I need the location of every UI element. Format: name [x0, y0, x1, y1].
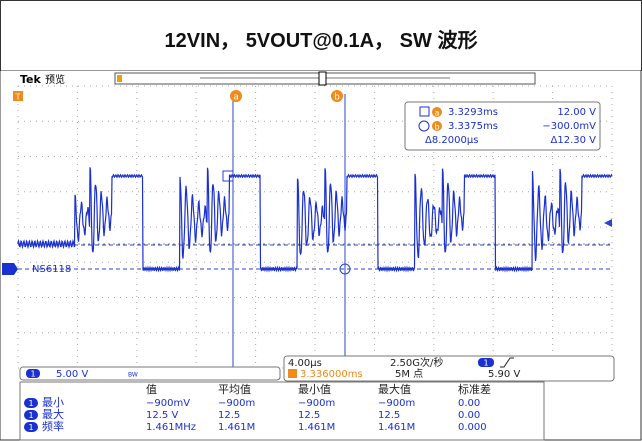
meas-name: 最小	[42, 396, 64, 409]
time-position: 3.336000ms	[300, 369, 363, 380]
icon-b-label: b	[434, 123, 439, 132]
meas-name: 频率	[42, 419, 64, 433]
trig-channel: 1	[483, 359, 488, 368]
readout-rows: 3.3293ms 12.00 V 3.3375ms −300.0mV Δ8.2000µs…	[425, 107, 596, 146]
meas-header: 最大值	[378, 382, 411, 396]
meas-cell: 1.461M	[298, 422, 335, 433]
icon-square	[419, 106, 430, 117]
readout-value: Δ12.30 V	[551, 135, 597, 146]
scope-screen: Tek 预览 T a b NS6118 a b 3.3293ms 12.00 V3…	[0, 70, 642, 441]
meas-cell: 1.461M	[218, 422, 255, 433]
ch-scale: 5.00 V	[56, 369, 88, 380]
meas-channel: 1	[28, 423, 33, 432]
meas-cell: −900mV	[146, 398, 190, 409]
meas-cell: −900m	[298, 398, 335, 409]
meas-header: 最小值	[298, 383, 331, 396]
trigger-level-arrow	[604, 219, 612, 227]
readout-time: 3.3293ms	[448, 107, 498, 118]
trigger-label: T	[15, 93, 21, 102]
readout-value: 12.00 V	[557, 107, 596, 118]
meas-cell: 1.461MHz	[146, 422, 196, 433]
time-scale: 4.00µs	[288, 358, 322, 369]
trigger-marker	[13, 91, 23, 101]
sample-rate: 2.50G次/秒	[390, 356, 443, 369]
bw: BW	[128, 372, 138, 379]
meas-cell: −900m	[378, 398, 415, 409]
meas-cell: 0.000	[458, 422, 487, 433]
mode: 预览	[45, 73, 65, 86]
waveform	[17, 167, 613, 273]
meas-channel: 1	[28, 411, 33, 420]
trig-slope	[500, 357, 514, 368]
ch1-marker	[2, 263, 18, 275]
meas-cell: 0.00	[458, 398, 480, 409]
record-length: 5M 点	[395, 368, 423, 380]
meas-box	[19, 381, 545, 441]
channel-label: NS6118	[32, 264, 71, 275]
title: 12VIN， 5VOUT@0.1A， SW 波形	[164, 30, 478, 52]
trigger-pos	[117, 75, 122, 82]
readout-time: Δ8.2000µs	[425, 135, 478, 146]
meas-header: 值	[146, 383, 157, 396]
ch-badge	[26, 369, 40, 378]
meas-cell: 0.00	[458, 410, 480, 421]
cursor-readout	[404, 101, 601, 151]
brand: Tek	[20, 73, 42, 86]
marker-b-label: b	[334, 93, 340, 103]
meas-header: 标准差	[458, 382, 491, 396]
meas-cell: −900m	[218, 398, 255, 409]
ch-number: 1	[30, 370, 35, 379]
timebase-box	[283, 355, 615, 382]
meas-badge	[24, 410, 38, 420]
readout-time: 3.3375ms	[448, 121, 498, 132]
icon-circle	[418, 120, 430, 132]
record-window	[318, 71, 327, 86]
trig-badge	[478, 358, 494, 367]
cursor-b-point	[339, 263, 351, 275]
marker-a	[230, 90, 242, 102]
meas-cell: 12.5 V	[146, 410, 178, 421]
pos-icon	[288, 369, 297, 378]
meas-header: 平均值	[218, 383, 251, 396]
meas-badge	[24, 422, 38, 432]
meas-cell: 12.5	[218, 410, 240, 421]
meas-cell: 12.5	[378, 410, 400, 421]
meas-badge	[24, 398, 38, 408]
meas-cell: 12.5	[298, 410, 320, 421]
meas-channel: 1	[28, 399, 33, 408]
meas-cell: 1.461M	[378, 422, 415, 433]
measurements: 值 平均值 最小值 最大值 标准差 1 最小 −900mV −900m −900m −900m 0.0…	[24, 382, 491, 433]
channel-box	[19, 366, 281, 381]
icon-a-label: a	[435, 109, 440, 118]
trig-level: 5.90 V	[488, 369, 520, 380]
grid	[17, 85, 613, 369]
meas-name: 最大	[42, 407, 64, 421]
icon-b	[432, 121, 442, 131]
marker-a-label: a	[233, 93, 239, 103]
marker-b	[331, 90, 343, 102]
icon-a	[432, 107, 442, 117]
readout-value: −300.0mV	[542, 121, 596, 132]
